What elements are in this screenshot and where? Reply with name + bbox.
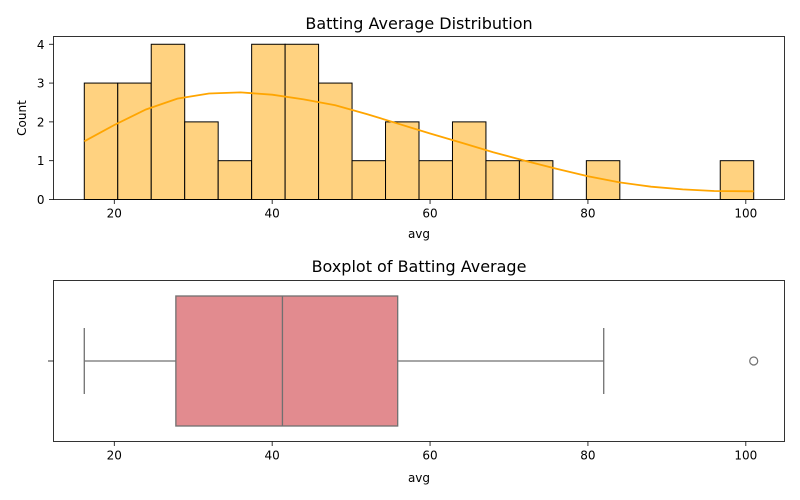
y-tick-label: 2	[37, 115, 45, 129]
kde-curve	[83, 91, 754, 193]
histogram-y-label: Count	[15, 100, 29, 136]
x-tick-label: 20	[107, 207, 122, 221]
histogram-title: Batting Average Distribution	[305, 14, 532, 33]
histogram-bar	[217, 160, 253, 200]
x-tick-label: 100	[734, 449, 757, 463]
histogram-bar	[251, 43, 286, 201]
x-tick-label: 60	[422, 449, 437, 463]
boxplot-title: Boxplot of Batting Average	[312, 257, 527, 276]
x-tick-label: 80	[580, 207, 595, 221]
iqr-box	[175, 295, 399, 427]
x-tick-label: 80	[580, 449, 595, 463]
x-tick-label: 40	[265, 207, 280, 221]
histogram-bar	[117, 82, 152, 200]
histogram-axes-frame	[53, 36, 785, 200]
boxplot-elements	[83, 295, 759, 427]
histogram-bar	[284, 43, 320, 201]
histogram-bar	[719, 160, 755, 200]
histogram-bar	[184, 121, 219, 200]
histogram-x-ticks: 20 40 60 80 100	[107, 199, 757, 221]
outlier-point	[749, 356, 759, 366]
boxplot-x-label: avg	[408, 471, 430, 485]
histogram-bars	[83, 43, 755, 201]
histogram-bar	[418, 160, 453, 200]
histogram-bar	[385, 121, 420, 200]
y-tick-label: 4	[37, 38, 45, 52]
histogram-bar	[150, 43, 186, 201]
boxplot-chart: Boxplot of Batting Average 20 40 60 80 100 a…	[48, 257, 785, 485]
histogram-y-ticks: 0 1 2 3 4	[37, 38, 54, 207]
histogram-bar	[318, 82, 353, 200]
y-tick-label: 1	[37, 154, 45, 168]
x-tick-label: 20	[107, 449, 122, 463]
y-tick-label: 3	[37, 77, 45, 91]
x-tick-label: 60	[422, 207, 437, 221]
histogram-bar	[351, 160, 387, 200]
boxplot-x-ticks: 20 40 60 80 100	[107, 441, 757, 463]
histogram-bar	[451, 121, 487, 200]
histogram-chart: Batting Average Distribution 20 40 60 80 100…	[15, 14, 785, 241]
histogram-bar	[485, 160, 520, 200]
x-tick-label: 100	[734, 207, 757, 221]
x-tick-label: 40	[265, 449, 280, 463]
histogram-bar	[83, 82, 119, 200]
y-tick-label: 0	[37, 193, 45, 207]
histogram-x-label: avg	[408, 227, 430, 241]
